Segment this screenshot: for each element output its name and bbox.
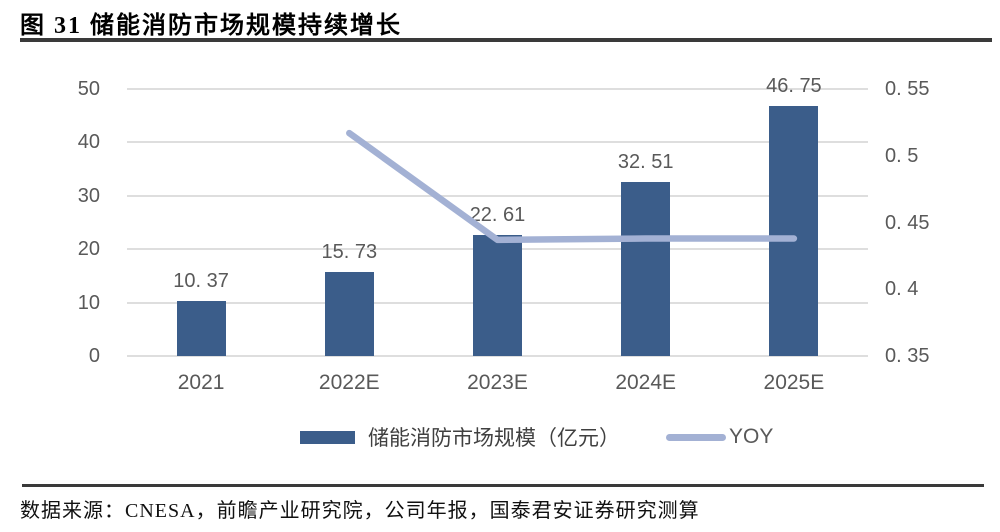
gridline bbox=[127, 88, 868, 90]
gridline bbox=[127, 141, 868, 144]
x-axis-category-label: 2023E bbox=[467, 371, 528, 394]
right-axis-tick-label: 0. 4 bbox=[885, 278, 919, 301]
right-axis-tick-label: 0. 55 bbox=[885, 78, 930, 100]
right-axis-tick-label: 0. 35 bbox=[885, 345, 930, 367]
right-axis-tick-label: 0. 5 bbox=[885, 144, 919, 167]
left-axis-tick-label: 20 bbox=[77, 238, 100, 261]
gridline bbox=[127, 355, 868, 357]
data-source: 数据来源：CNESA，前瞻产业研究院，公司年报，国泰君安证券研究测算 bbox=[20, 500, 700, 522]
bar-2023E bbox=[473, 235, 522, 356]
bar-value-label: 22. 61 bbox=[469, 204, 526, 227]
gridline bbox=[127, 194, 868, 197]
figure-title: 图 31 储能消防市场规模持续增长 bbox=[20, 13, 402, 39]
left-axis-tick-label: 0 bbox=[88, 345, 100, 367]
chart-legend: 储能消防市场规模（亿元） YOY bbox=[300, 423, 773, 451]
bar-series-label: 储能消防市场规模（亿元） bbox=[368, 426, 620, 450]
left-axis-tick-label: 30 bbox=[77, 184, 100, 207]
left-axis-tick-label: 40 bbox=[77, 131, 100, 154]
bar-2025E bbox=[769, 106, 819, 356]
x-axis-category-label: 2024E bbox=[615, 371, 677, 394]
x-axis-category-label: 2021 bbox=[177, 371, 225, 394]
bar-value-label: 32. 51 bbox=[617, 151, 674, 174]
bar-value-label: 10. 37 bbox=[173, 269, 229, 292]
bar-2021 bbox=[176, 300, 226, 356]
x-axis-category-label: 2022E bbox=[318, 371, 380, 394]
line-series-label: YOY bbox=[729, 425, 774, 448]
line-series-swatch bbox=[666, 433, 726, 441]
bar-series-swatch bbox=[300, 430, 355, 444]
bar-2024E bbox=[621, 182, 671, 356]
source-rule bbox=[22, 484, 984, 487]
left-axis-tick-label: 10 bbox=[77, 291, 100, 314]
bar-value-label: 46. 75 bbox=[766, 75, 822, 98]
bar-value-label: 15. 73 bbox=[321, 241, 378, 263]
bar-2022E bbox=[324, 272, 374, 356]
left-axis-tick-label: 50 bbox=[77, 78, 100, 100]
right-axis-tick-label: 0. 45 bbox=[885, 211, 930, 234]
title-rule bbox=[20, 38, 992, 42]
yoy-line bbox=[346, 129, 798, 244]
x-axis-category-label: 2025E bbox=[763, 371, 825, 394]
